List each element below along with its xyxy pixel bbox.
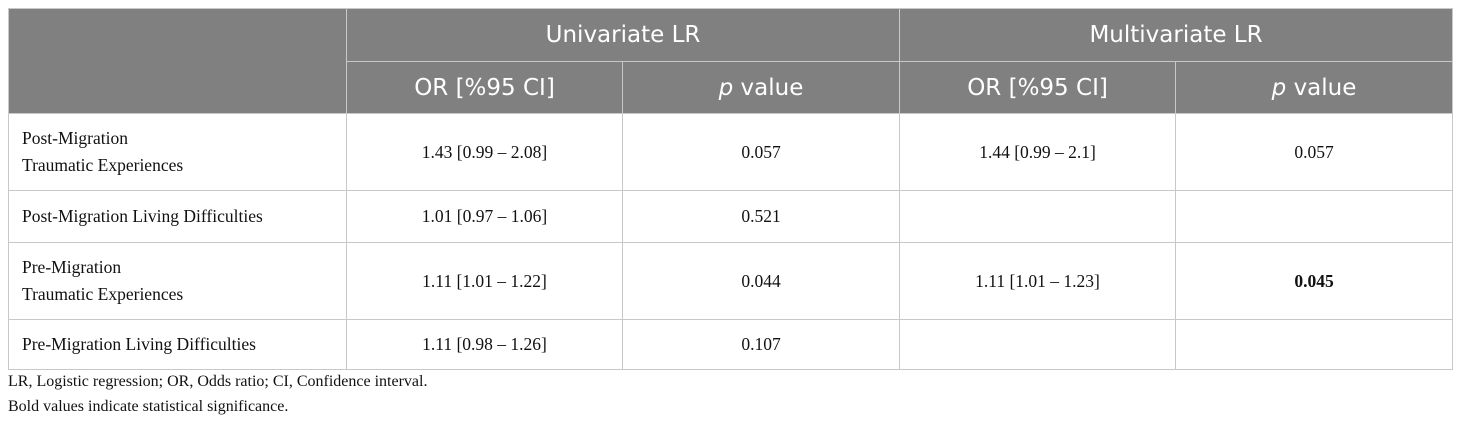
data-cell <box>1175 190 1454 243</box>
data-cell: 1.11 [0.98 – 1.26] <box>346 319 623 370</box>
data-cell: 0.057 <box>621 113 901 191</box>
table-row: Pre-Migration Traumatic Experiences 1.11 [… <box>8 242 1454 320</box>
data-cell <box>899 319 1177 370</box>
column-header: p value <box>1175 61 1454 114</box>
table-header: Univariate LR Multivariate LR OR [%95 CI] p… <box>8 8 1454 114</box>
row-label: Pre-Migration Living Difficulties <box>8 319 347 370</box>
table-row: Pre-Migration Living Difficulties 1.11 [0… <box>8 319 1454 370</box>
table-row: Post-Migration Living Difficulties 1.01 [… <box>8 190 1454 243</box>
italic-text: p <box>718 74 734 101</box>
row-label: Post-Migration Traumatic Experiences <box>8 113 347 191</box>
table-row: Post-Migration Traumatic Experiences 1.43 … <box>8 113 1454 191</box>
data-cell <box>1175 319 1454 370</box>
column-header: p value <box>621 61 901 114</box>
data-cell <box>899 190 1177 243</box>
header-text: value <box>740 74 804 101</box>
group-header: Multivariate LR <box>899 8 1454 62</box>
row-label: Pre-Migration Traumatic Experiences <box>8 242 347 320</box>
column-header: OR [%95 CI] <box>899 61 1177 114</box>
header-row: OR [%95 CI] p value OR [%95 CI] p value <box>9 61 1454 114</box>
data-cell: 0.044 <box>621 242 901 320</box>
footnote: LR, Logistic regression; OR, Odds ratio;… <box>8 373 428 390</box>
results-table: Univariate LR Multivariate LR OR [%95 CI] p… <box>8 8 1454 370</box>
group-header: Univariate LR <box>345 8 901 62</box>
data-cell: 1.11 [1.01 – 1.23] <box>899 242 1177 320</box>
footnotes: LR, Logistic regression; OR, Odds ratio;… <box>8 369 427 419</box>
data-cell: 1.01 [0.97 – 1.06] <box>346 190 623 243</box>
row-label: Post-Migration Living Difficulties <box>8 190 347 243</box>
label-line: Traumatic Experiences <box>22 284 184 304</box>
header-text: OR [%95 CI] <box>967 74 1108 101</box>
label-line: Post-Migration Living Difficulties <box>22 206 263 226</box>
label-line: Post-Migration <box>22 128 128 148</box>
data-cell: 0.521 <box>621 190 901 243</box>
label-line: Traumatic Experiences <box>22 155 184 175</box>
label-line: Pre-Migration <box>22 257 122 277</box>
corner-cell <box>8 8 347 114</box>
column-header: OR [%95 CI] <box>346 61 623 114</box>
data-cell: 0.045 <box>1175 242 1454 320</box>
header-text: OR [%95 CI] <box>414 74 555 101</box>
header-row: Univariate LR Multivariate LR <box>8 8 1454 114</box>
table-wrap: Univariate LR Multivariate LR OR [%95 CI] p… <box>8 8 1454 370</box>
data-cell: 0.107 <box>621 319 901 370</box>
data-cell: 0.057 <box>1175 113 1454 191</box>
table-body: Post-Migration Traumatic Experiences 1.43 … <box>8 113 1454 370</box>
footnote: Bold values indicate statistical signifi… <box>8 398 289 415</box>
data-cell: 1.11 [1.01 – 1.22] <box>346 242 623 320</box>
label-line: Pre-Migration Living Difficulties <box>22 334 256 354</box>
italic-text: p <box>1271 74 1287 101</box>
header-text: value <box>1293 74 1357 101</box>
data-cell: 1.43 [0.99 – 2.08] <box>346 113 623 191</box>
data-cell: 1.44 [0.99 – 2.1] <box>899 113 1177 191</box>
